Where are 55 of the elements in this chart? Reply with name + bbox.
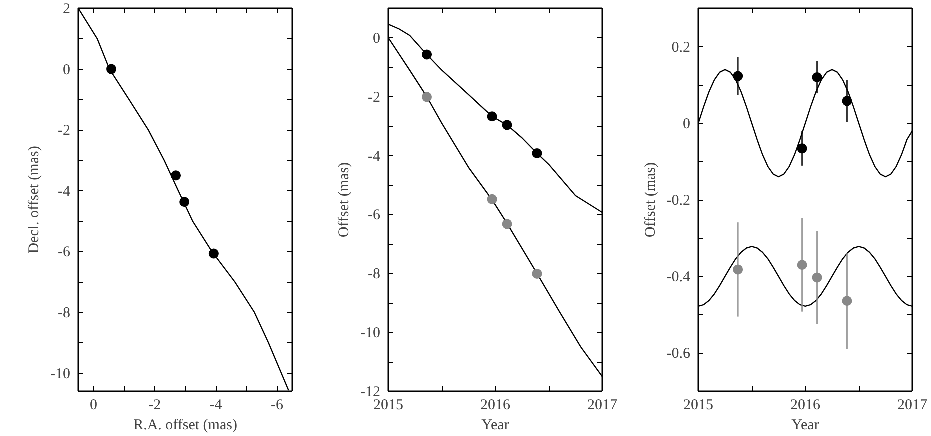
- point: [812, 72, 822, 82]
- y-tick-label: -0.2: [666, 193, 691, 209]
- y-tick-label: 0: [373, 30, 380, 47]
- x-axis-title: Year: [792, 418, 820, 434]
- x-tick-label: -2: [148, 398, 162, 414]
- y-tick-label: 0.2: [672, 40, 690, 56]
- point: [842, 296, 852, 306]
- x-tick-label: 2017: [898, 398, 928, 414]
- point: [171, 170, 182, 181]
- point: [733, 264, 744, 275]
- x-tick-label: 2015: [374, 398, 404, 414]
- point: [797, 260, 808, 270]
- x-tick-label: 2015: [684, 398, 714, 414]
- point: [106, 64, 117, 74]
- x-axis-title: R.A. offset (mas): [134, 418, 238, 434]
- x-tick-label: -4: [210, 398, 223, 414]
- y-tick-label: -10: [360, 326, 381, 342]
- x-tick-label: 2016: [790, 398, 821, 414]
- y-tick-label: -0.6: [666, 346, 691, 362]
- point: [180, 197, 190, 208]
- y-tick-label: -8: [368, 266, 381, 283]
- x-tick-label: 2017: [588, 398, 618, 414]
- point: [532, 268, 542, 279]
- y-tick-label: -6: [58, 244, 71, 261]
- y-tick-label: -4: [58, 184, 71, 200]
- point: [532, 148, 542, 158]
- y-tick-label: 2: [63, 2, 70, 18]
- point: [208, 248, 219, 259]
- point: [422, 50, 432, 60]
- y-tick-label: -10: [50, 366, 71, 382]
- point: [502, 219, 512, 230]
- point: [422, 92, 432, 102]
- y-tick-label: -0.4: [666, 270, 691, 286]
- x-tick-label: -6: [270, 398, 284, 414]
- point: [842, 96, 852, 106]
- x-tick-label: 0: [90, 398, 98, 414]
- point: [812, 272, 822, 283]
- point: [487, 112, 498, 122]
- y-tick-label: -4: [368, 148, 381, 165]
- y-tick-label: -8: [58, 305, 71, 322]
- point: [502, 120, 512, 130]
- point: [733, 71, 744, 82]
- point: [487, 194, 498, 204]
- y-axis-title: Offset (mas): [642, 162, 659, 238]
- x-axis-title: Year: [482, 418, 510, 434]
- y-tick-label: 0: [683, 116, 690, 132]
- y-tick-label: -12: [360, 384, 381, 400]
- y-axis-title: Offset (mas): [336, 162, 353, 238]
- point: [797, 144, 808, 154]
- y-tick-label: 0: [63, 62, 70, 78]
- x-tick-label: 2016: [480, 398, 511, 414]
- y-tick-label: -2: [58, 123, 71, 140]
- y-tick-label: -6: [368, 208, 381, 224]
- y-axis-title: Decl. offset (mas): [26, 146, 43, 254]
- y-tick-label: -2: [368, 90, 381, 106]
